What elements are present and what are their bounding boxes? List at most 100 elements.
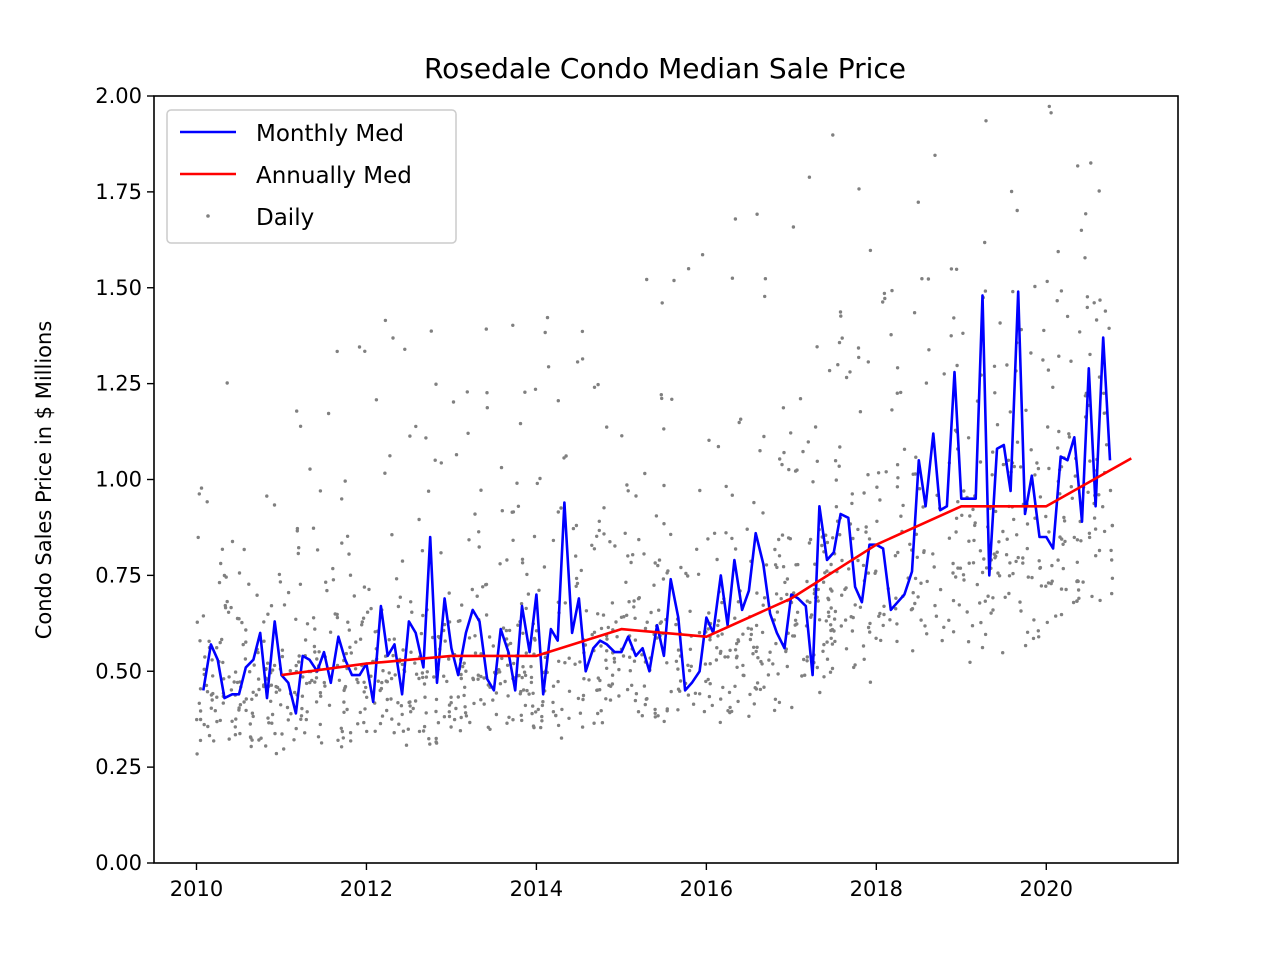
daily-point — [825, 657, 830, 661]
daily-point — [954, 575, 958, 579]
daily-point — [992, 552, 996, 556]
daily-point — [816, 599, 820, 603]
daily-point — [581, 693, 586, 698]
daily-point — [838, 310, 843, 314]
daily-point — [596, 711, 600, 716]
daily-point — [434, 709, 438, 714]
daily-point — [300, 694, 305, 698]
daily-point — [979, 620, 983, 625]
daily-point — [358, 710, 362, 715]
x-tick-label: 2010 — [170, 877, 223, 901]
daily-point — [707, 438, 711, 442]
daily-point — [1064, 587, 1068, 592]
daily-point — [617, 667, 621, 672]
daily-point — [574, 523, 579, 528]
daily-point — [498, 670, 502, 674]
daily-point — [803, 673, 807, 677]
daily-point — [764, 563, 769, 567]
daily-point — [1063, 539, 1067, 544]
daily-point — [345, 707, 349, 712]
daily-point — [587, 678, 591, 682]
daily-point — [1097, 493, 1101, 497]
daily-point — [305, 622, 310, 626]
daily-point — [997, 574, 1002, 578]
daily-point — [652, 583, 656, 587]
daily-point — [225, 381, 229, 385]
daily-point — [467, 538, 471, 542]
daily-point — [510, 510, 514, 514]
daily-point — [676, 667, 680, 671]
daily-point — [956, 566, 960, 570]
daily-point — [640, 653, 644, 657]
daily-point — [966, 640, 971, 644]
daily-point — [1076, 164, 1080, 168]
daily-point — [827, 597, 831, 602]
daily-point — [468, 720, 472, 725]
daily-point — [733, 217, 738, 221]
daily-point — [538, 476, 542, 481]
y-tick-label: 2.00 — [95, 84, 142, 108]
daily-point — [597, 528, 601, 533]
daily-point — [882, 604, 886, 608]
daily-point — [381, 669, 385, 673]
daily-point — [649, 610, 653, 615]
daily-point — [895, 366, 900, 370]
daily-point — [830, 589, 834, 593]
daily-point — [531, 691, 535, 695]
daily-point — [534, 710, 538, 714]
daily-point — [211, 674, 215, 678]
daily-point — [838, 445, 842, 449]
daily-point — [968, 514, 972, 518]
daily-point — [632, 605, 636, 609]
daily-point — [623, 531, 627, 535]
daily-point — [676, 648, 681, 652]
daily-point — [640, 714, 644, 718]
daily-point — [805, 579, 809, 584]
daily-point — [807, 175, 812, 179]
daily-point — [559, 506, 563, 510]
daily-point — [207, 639, 211, 643]
daily-point — [420, 549, 425, 553]
daily-point — [556, 723, 561, 728]
daily-point — [523, 703, 528, 708]
daily-point — [1107, 326, 1111, 330]
daily-point — [1025, 522, 1030, 526]
daily-point — [491, 644, 495, 648]
daily-point — [477, 545, 481, 549]
daily-point — [592, 385, 597, 389]
daily-point — [336, 738, 340, 742]
daily-point — [1001, 651, 1005, 655]
daily-point — [463, 711, 468, 715]
daily-point — [213, 709, 217, 713]
daily-point — [303, 638, 308, 642]
daily-point — [1101, 505, 1105, 509]
daily-point — [825, 540, 830, 545]
daily-point — [362, 585, 367, 589]
daily-point — [760, 630, 765, 635]
daily-point — [403, 347, 407, 351]
daily-point — [778, 457, 782, 461]
daily-point — [318, 691, 323, 695]
daily-point — [433, 458, 437, 462]
daily-point — [840, 336, 844, 340]
daily-point — [227, 737, 231, 741]
daily-point — [972, 538, 976, 543]
daily-point — [843, 618, 848, 622]
daily-point — [733, 616, 737, 620]
daily-point — [678, 689, 682, 693]
daily-point — [753, 686, 757, 690]
daily-point — [691, 702, 696, 706]
daily-point — [794, 563, 798, 567]
daily-point — [322, 680, 326, 685]
daily-point — [556, 510, 560, 514]
daily-point — [196, 535, 200, 540]
daily-point — [798, 397, 803, 401]
daily-point — [747, 714, 751, 718]
daily-point — [698, 692, 702, 696]
daily-point — [580, 725, 585, 729]
daily-point — [347, 552, 351, 556]
daily-point — [399, 704, 404, 708]
daily-point — [947, 618, 951, 622]
daily-point — [543, 330, 547, 335]
daily-point — [256, 677, 261, 681]
